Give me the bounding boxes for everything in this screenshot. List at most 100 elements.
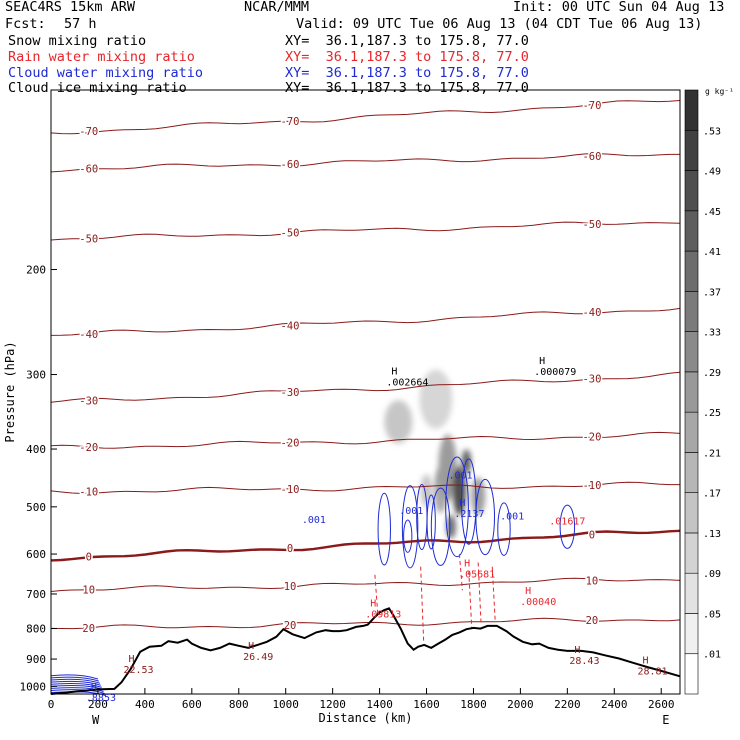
east-end-label: E <box>662 713 669 727</box>
plot-frame <box>50 89 681 695</box>
x-tick-label: 1600 <box>413 698 440 711</box>
isotherm-label: -40 <box>79 329 98 341</box>
isotherm-label: -30 <box>79 396 98 408</box>
x-tick-label: 1400 <box>366 698 393 711</box>
isotherm-label: -20 <box>79 442 98 454</box>
colorbar-label: .41 <box>703 247 721 258</box>
west-end-label: W <box>92 713 100 727</box>
colorbar-cell <box>684 492 699 534</box>
extremum-marker: H <box>642 655 648 666</box>
isotherm-label: -10 <box>281 484 300 496</box>
colorbar-label: .09 <box>703 569 721 580</box>
isotherm-label: 20 <box>82 623 95 635</box>
legend-cloud-water: Cloud water mixing ratio <box>8 65 204 81</box>
cloud-water-contour <box>50 678 100 684</box>
isotherm-10 <box>50 577 681 592</box>
cloud-water-contour <box>426 494 436 550</box>
extremum-value: .00040 <box>520 597 556 608</box>
isotherm--50 <box>50 221 681 241</box>
extremum-value: .8853 <box>86 693 116 704</box>
legend-rain: Rain water mixing ratio <box>8 49 195 65</box>
cloud-water-contour <box>50 682 102 688</box>
cloud-water-contour <box>377 492 391 566</box>
model-title: SEAC4RS 15km ARW <box>5 0 136 15</box>
colorbar-unit: g kg⁻¹ <box>705 87 734 96</box>
extremum-marker: H <box>574 645 580 656</box>
x-tick-label: 0 <box>48 698 55 711</box>
isotherm-20 <box>50 617 681 630</box>
cloud-water-contour <box>475 478 495 556</box>
colorbar-label: .01 <box>703 650 721 661</box>
colorbar-label: .21 <box>703 448 721 459</box>
cloud-water-contour <box>50 676 100 682</box>
colorbar-cell <box>684 250 699 292</box>
colorbar-cell <box>684 371 699 413</box>
colorbar-cell <box>684 331 699 373</box>
isotherm-label: -50 <box>281 228 300 240</box>
snow-shading-blob <box>433 468 448 513</box>
xy-cloud-water: XY= 36.1,187.3 to 175.8, 77.0 <box>285 65 529 81</box>
temperature-contours-layer: -70 -70 -70 -60 -60 -60 -50 -50 -50 -40 -40 -40 -30 -… <box>50 98 681 636</box>
isotherm-label: -20 <box>582 431 601 443</box>
rain-contour <box>458 554 463 591</box>
x-tick-label: 200 <box>88 698 108 711</box>
isotherm-label: 10 <box>586 575 599 587</box>
isotherm-label: 10 <box>82 585 95 597</box>
isotherm-label: -40 <box>281 320 300 332</box>
cloud-water-contour <box>461 458 477 545</box>
isotherm-label: -20 <box>281 438 300 450</box>
contour-value-label: .001 <box>302 515 326 526</box>
x-tick-label: 2600 <box>648 698 675 711</box>
extremum-value: .09813 <box>365 610 401 621</box>
xy-snow: XY= 36.1,187.3 to 175.8, 77.0 <box>285 33 529 49</box>
colorbar-cell <box>684 452 699 493</box>
colorbar-cell <box>684 210 699 252</box>
x-tick-label: 2000 <box>507 698 534 711</box>
extremum-value: 28.81 <box>637 666 667 677</box>
isotherm-label: -70 <box>79 126 98 138</box>
extremum-marker: H <box>464 559 470 570</box>
cloud-water-contour <box>430 487 451 566</box>
colorbar-label: .13 <box>703 529 721 540</box>
rain-contour <box>468 570 473 629</box>
x-tick-label: 800 <box>229 698 249 711</box>
y-tick-label: 800 <box>26 623 46 636</box>
contour-value-label: .001 <box>500 511 524 522</box>
y-tick-label: 700 <box>26 588 46 601</box>
colorbar-cell <box>684 411 699 453</box>
isotherm-label: -10 <box>582 480 601 492</box>
legend-cloud-ice: Cloud ice mixing ratio <box>8 80 187 96</box>
colorbar-cell <box>684 291 699 332</box>
extremum-value: .000079 <box>534 367 576 378</box>
cloud-water-contour <box>497 502 511 556</box>
labels-layer: H.002664H.000079H.2137H.05681H.09813H.00… <box>86 356 668 704</box>
cloud-water-contour <box>403 519 413 553</box>
axes-layer: 0 200 400 600 800 1000 1200 1400 1600 1800 2000 220… <box>3 264 674 727</box>
x-tick-label: 2400 <box>601 698 628 711</box>
y-tick-label: 400 <box>26 443 46 456</box>
colorbar-label: .29 <box>703 368 721 379</box>
isotherm-label: -60 <box>79 164 98 176</box>
plot-border <box>50 89 681 695</box>
legend-snow: Snow mixing ratio <box>8 33 147 49</box>
cloud-water-contours-layer <box>50 456 576 696</box>
isotherm-label: -70 <box>281 116 300 128</box>
cloud-water-contour <box>50 687 104 692</box>
x-axis-title: Distance (km) <box>319 711 413 725</box>
y-tick-label: 500 <box>26 501 46 514</box>
isotherm--40 <box>50 307 681 336</box>
colorbar-cell <box>684 170 699 212</box>
terrain-line <box>50 607 681 695</box>
isotherm-label: -60 <box>582 151 601 163</box>
cloud-water-contour <box>50 691 106 696</box>
isotherm-label: -10 <box>79 486 98 498</box>
isotherm--70 <box>50 100 681 135</box>
x-tick-label: 1800 <box>460 698 487 711</box>
forecast-label: Fcst: <box>5 16 46 32</box>
isotherm-label: -60 <box>281 159 300 171</box>
colorbar-cell <box>684 613 699 655</box>
valid-time: Valid: 09 UTC Tue 06 Aug 13 (04 CDT Tue … <box>296 16 703 32</box>
y-tick-label: 900 <box>26 653 46 666</box>
init-time: Init: 00 UTC Sun 04 Aug 13 <box>513 0 725 15</box>
